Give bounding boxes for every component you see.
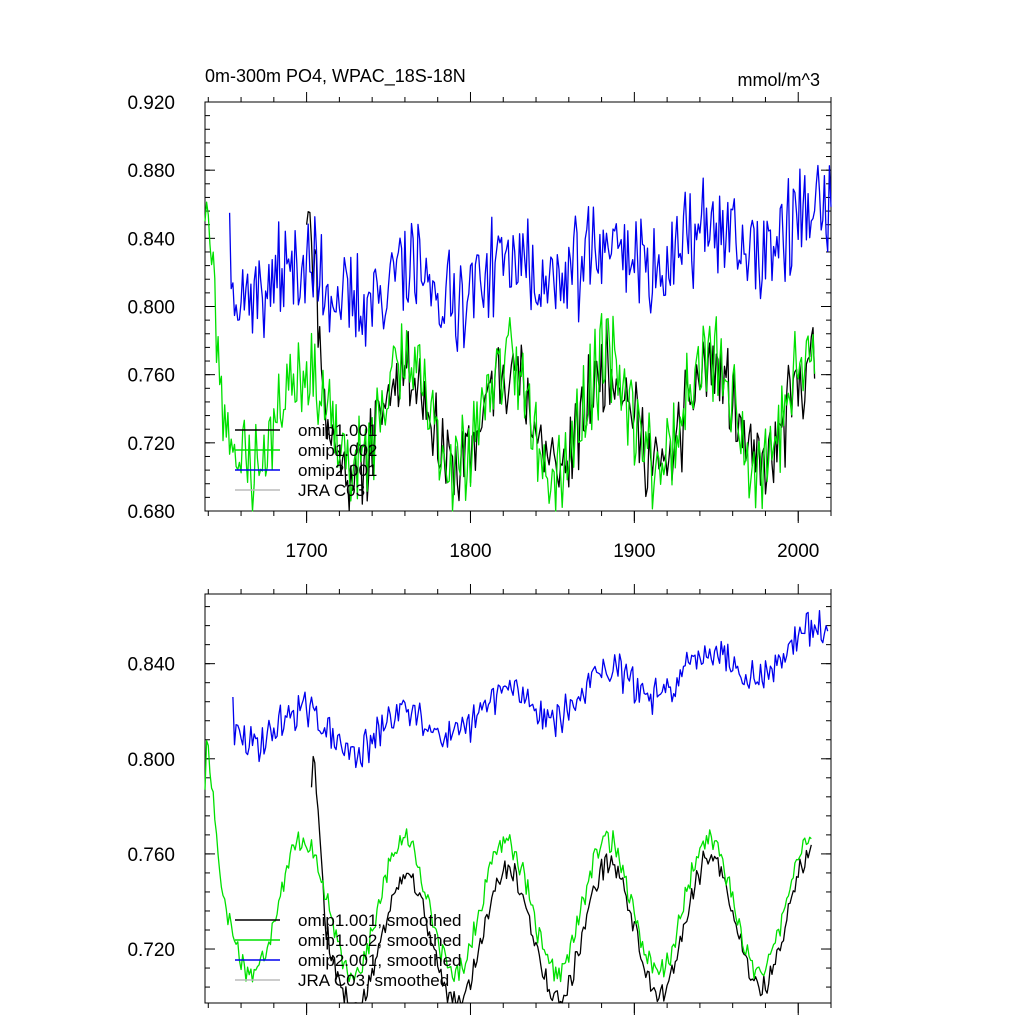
y-tick-label: 0.680	[127, 502, 175, 523]
top-series-group	[204, 164, 832, 512]
legend-label: omip1.002	[298, 441, 377, 460]
bottom-plot-frame	[204, 593, 832, 1004]
legend-label: omip1.001	[298, 421, 377, 440]
y-tick-label: 0.800	[127, 298, 175, 319]
legend-label: omip1.001, smoothed	[298, 911, 462, 930]
bottom-series-group	[204, 609, 829, 1004]
legend-label: JRA C03, smoothed	[298, 971, 449, 990]
y-tick-label: 0.920	[127, 93, 175, 114]
y-tick-label: 0.760	[127, 366, 175, 387]
y-tick-label: 0.840	[127, 655, 175, 676]
y-tick-label: 0.760	[127, 845, 175, 866]
y-tick-label: 0.840	[127, 229, 175, 250]
legend-label: omip1.002, smoothed	[298, 931, 462, 950]
y-tick-label: 0.720	[127, 434, 175, 455]
y-tick-label: 0.720	[127, 940, 175, 961]
y-tick-label: 0.800	[127, 750, 175, 771]
top-panel-units: mmol/m^3	[738, 70, 820, 90]
y-tick-label: 0.880	[127, 161, 175, 182]
legend-label: omip2.001	[298, 461, 377, 480]
x-tick-label: 1900	[613, 541, 655, 562]
x-tick-label: 1800	[449, 541, 491, 562]
series-line-omip1-002	[204, 201, 816, 512]
x-tick-label: 2000	[777, 541, 819, 562]
legend-label: JRA C03	[298, 481, 365, 500]
bottom-panel: 0.720 0.760 0.800 0.840 omip1.001, smoothed…	[127, 584, 832, 1015]
x-tick-label: 1700	[285, 541, 327, 562]
top-axes: 0.680 0.720 0.760 0.800 0.840 0.880 0.920 1700 1…	[127, 92, 832, 562]
series-line-omip2-001	[228, 164, 832, 352]
series-line-omip1-001-smoothed	[310, 755, 812, 1004]
top-panel-title: 0m-300m PO4, WPAC_18S-18N	[205, 66, 466, 87]
series-line-omip1-002-smoothed	[204, 739, 812, 983]
series-line-omip2-001-smoothed	[232, 609, 829, 769]
top-panel: 0m-300m PO4, WPAC_18S-18N mmol/m^3 0.680…	[127, 66, 832, 562]
legend-label: omip2.001, smoothed	[298, 951, 462, 970]
bottom-axes: 0.720 0.760 0.800 0.840	[127, 584, 832, 1015]
